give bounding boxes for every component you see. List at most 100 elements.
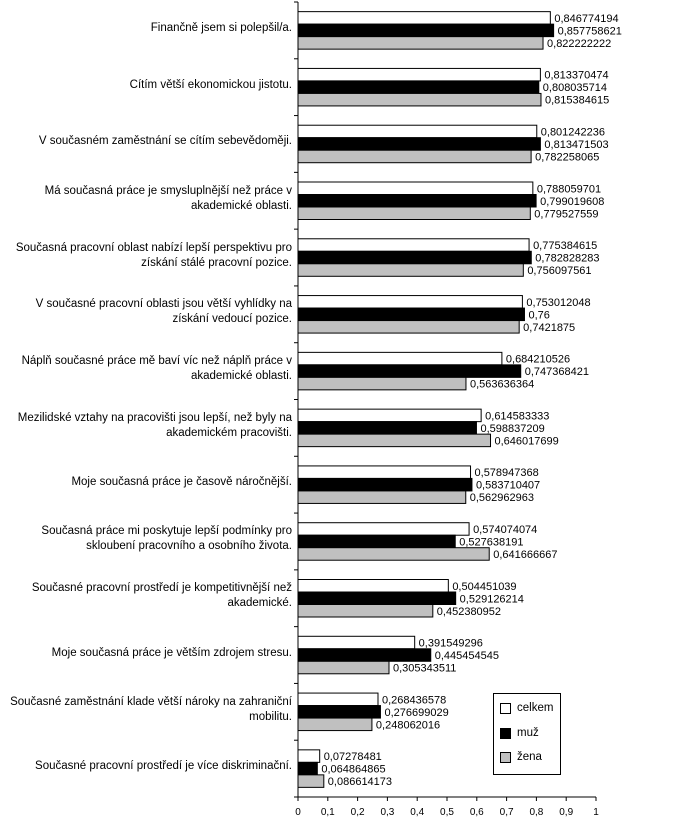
bar-celkem-6 xyxy=(297,351,503,366)
legend: celkem muž žena xyxy=(493,693,561,775)
data-label-celkem-8: 0,578947368 xyxy=(475,467,539,479)
category-label-9: Současná práce mi poskytuje lepší podmín… xyxy=(41,525,292,553)
bar-muž-3 xyxy=(297,194,537,208)
bar-celkem-0 xyxy=(297,11,551,25)
data-label-muž-1: 0,808035714 xyxy=(543,82,607,94)
data-label-celkem-10: 0,504451039 xyxy=(452,581,516,593)
category-label-3: Má současná práce je smysluplnější než p… xyxy=(44,184,292,212)
data-label-žena-1: 0,815384615 xyxy=(545,95,609,107)
data-label-celkem-3: 0,788059701 xyxy=(537,183,601,195)
data-label-muž-13: 0,064864865 xyxy=(321,764,385,776)
bar-celkem-3 xyxy=(297,181,534,195)
bar-žena-8 xyxy=(297,490,467,504)
bar-muž-10 xyxy=(297,591,457,605)
legend-label-celkem: celkem xyxy=(517,702,554,714)
data-label-celkem-13: 0,07278481 xyxy=(324,751,382,763)
bar-muž-2 xyxy=(297,137,541,151)
data-label-muž-6: 0,747368421 xyxy=(525,366,589,378)
data-label-žena-0: 0,822222222 xyxy=(547,38,611,50)
data-label-muž-9: 0,527638191 xyxy=(459,536,523,548)
bar-muž-1 xyxy=(297,80,540,94)
data-label-muž-5: 0,76 xyxy=(528,309,549,321)
data-label-muž-3: 0,799019608 xyxy=(540,196,604,208)
x-tick-label-8: 0,8 xyxy=(529,807,543,818)
bar-celkem-5 xyxy=(297,295,523,309)
legend-item-celkem: celkem xyxy=(500,702,553,714)
data-label-žena-2: 0,782258065 xyxy=(535,151,599,163)
bar-celkem-13 xyxy=(297,749,321,763)
bar-muž-11 xyxy=(297,648,432,662)
data-label-muž-2: 0,813471503 xyxy=(544,139,608,151)
bar-žena-3 xyxy=(297,206,531,220)
bar-celkem-8 xyxy=(297,465,472,479)
data-label-muž-4: 0,782828283 xyxy=(535,253,599,265)
bar-celkem-7 xyxy=(297,408,482,423)
bar-žena-10 xyxy=(297,604,434,618)
data-label-celkem-2: 0,801242236 xyxy=(541,126,605,138)
bar-muž-6 xyxy=(297,364,522,378)
bar-žena-9 xyxy=(297,547,490,561)
data-label-celkem-0: 0,846774194 xyxy=(554,13,618,25)
legend-swatch-celkem xyxy=(500,702,511,714)
legend-label-muz: muž xyxy=(517,727,539,739)
data-label-celkem-6: 0,684210526 xyxy=(506,354,570,366)
data-label-žena-6: 0,563636364 xyxy=(470,379,534,391)
x-tick-label-4: 0,4 xyxy=(410,807,424,818)
x-tick-label-2: 0,2 xyxy=(351,807,365,818)
bar-žena-2 xyxy=(297,149,532,164)
category-label-6: Náplň současné práce mě baví víc než náp… xyxy=(21,355,292,383)
x-tick-label-7: 0,7 xyxy=(500,807,514,818)
x-tick-label-0: 0 xyxy=(295,807,301,818)
bar-muž-13 xyxy=(297,761,318,776)
data-label-celkem-1: 0,813370474 xyxy=(544,70,608,82)
bar-muž-0 xyxy=(297,23,555,38)
bar-celkem-11 xyxy=(297,635,416,650)
bar-žena-11 xyxy=(297,660,390,675)
bar-žena-4 xyxy=(297,263,524,277)
legend-swatch-muz xyxy=(500,727,511,739)
data-label-muž-11: 0,445454545 xyxy=(435,650,499,662)
category-label-2: V současném zaměstnání se cítím sebevědo… xyxy=(38,135,292,148)
data-label-muž-10: 0,529126214 xyxy=(460,593,524,605)
data-label-celkem-9: 0,574074074 xyxy=(473,524,537,536)
bar-muž-9 xyxy=(297,534,456,549)
data-label-celkem-7: 0,614583333 xyxy=(485,410,549,422)
data-label-muž-7: 0,598837209 xyxy=(480,423,544,435)
legend-swatch-zena xyxy=(500,751,511,763)
x-tick-label-9: 0,9 xyxy=(559,807,573,818)
bar-žena-5 xyxy=(297,320,520,334)
bar-celkem-10 xyxy=(297,579,449,593)
legend-item-zena: žena xyxy=(500,751,542,763)
data-label-žena-13: 0,086614173 xyxy=(328,776,392,788)
data-label-žena-10: 0,452380952 xyxy=(437,606,501,618)
data-label-muž-12: 0,276699029 xyxy=(384,707,448,719)
legend-label-zena: žena xyxy=(517,751,542,763)
category-label-13: Současné pracovní prostředí je více disk… xyxy=(35,760,292,773)
data-label-celkem-11: 0,391549296 xyxy=(419,638,483,650)
data-label-žena-7: 0,646017699 xyxy=(495,435,559,447)
data-label-muž-8: 0,583710407 xyxy=(476,480,540,492)
bar-celkem-2 xyxy=(297,124,538,139)
category-label-1: Cítím větší ekonomickou jistotu. xyxy=(129,78,292,91)
category-label-7: Mezilidské vztahy na pracovišti jsou lep… xyxy=(17,411,292,439)
category-label-4: Současná pracovní oblast nabízí lepší pe… xyxy=(15,241,292,269)
category-label-0: Finančně jsem si polepšil/a. xyxy=(150,21,292,34)
x-tick-label-10: 1 xyxy=(593,807,599,818)
data-label-žena-9: 0,641666667 xyxy=(493,549,557,561)
category-label-12: Současné zaměstnání klade větší nároky n… xyxy=(10,695,292,723)
bar-žena-13 xyxy=(297,774,325,788)
x-tick-label-5: 0,5 xyxy=(440,807,454,818)
category-label-11: Moje současná práce je větším zdrojem st… xyxy=(51,646,292,659)
bar-celkem-4 xyxy=(297,238,530,252)
bar-žena-1 xyxy=(297,92,542,107)
bar-žena-0 xyxy=(297,36,544,50)
category-label-5: V současné pracovní oblasti jsou větší v… xyxy=(35,298,292,326)
data-label-žena-12: 0,248062016 xyxy=(376,719,440,731)
bar-muž-4 xyxy=(297,250,532,265)
bar-celkem-1 xyxy=(297,67,541,82)
category-label-10: Současné pracovní prostředí je kompetiti… xyxy=(31,582,292,610)
x-tick-label-3: 0,3 xyxy=(380,807,394,818)
data-label-žena-3: 0,779527559 xyxy=(534,208,598,220)
x-tick-label-6: 0,6 xyxy=(470,807,484,818)
